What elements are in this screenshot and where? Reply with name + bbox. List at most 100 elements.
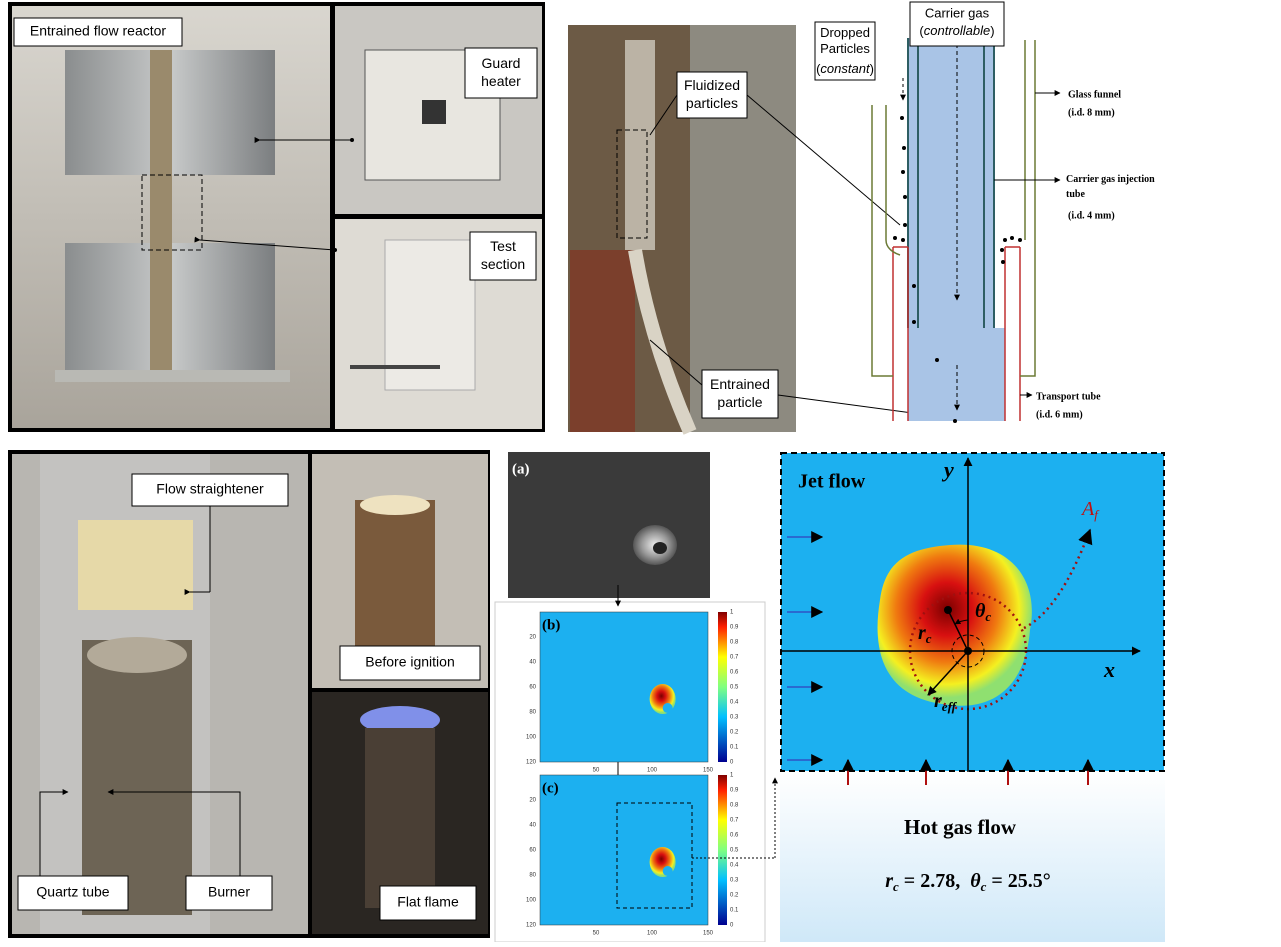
colorbar-tick-label: 0.7 [730, 818, 739, 824]
particle [902, 146, 906, 150]
label: Entrained flow reactor [30, 23, 167, 39]
label: Test section [470, 232, 536, 273]
colorbar-tick-label: 0.6 [730, 670, 739, 676]
particle [903, 223, 907, 227]
value: = 25.5° [986, 870, 1050, 892]
particle [1003, 238, 1007, 242]
symbol: θ [970, 870, 981, 892]
label: Before ignition [365, 654, 455, 670]
label: Glass funnel [1068, 89, 1121, 100]
photo-part [422, 100, 446, 124]
y-tick-label: 60 [529, 848, 536, 854]
symbol: A [1080, 498, 1095, 520]
photo-part [625, 40, 655, 250]
symbol: θ [975, 600, 986, 622]
label-wrap: Test section [470, 232, 536, 280]
particle [893, 236, 897, 240]
colorbar-tick-label: 0.9 [730, 788, 739, 794]
colorbar-tick-label: 0.3 [730, 715, 739, 721]
colorbar-tick-label: 0.1 [730, 908, 739, 914]
y-tick-label: 20 [529, 798, 536, 804]
colorbar-tick-label: 0.6 [730, 833, 739, 839]
label: Transport tube [1036, 391, 1101, 402]
particle [912, 284, 916, 288]
particle [1000, 248, 1004, 252]
subscript: eff [942, 699, 958, 714]
colorbar-tick-label: 0.2 [730, 893, 739, 899]
subscript: c [926, 631, 932, 646]
burner-panel: Flow straightener Quartz tube Burner Bef… [8, 450, 490, 938]
colorbar-tick-label: 0.1 [730, 745, 739, 751]
y-tick-label: 100 [526, 735, 537, 741]
x-tick-label: 150 [703, 768, 714, 774]
label-wrap: Fluidized particles [677, 72, 747, 118]
label: (constant) [816, 61, 874, 76]
label: Burner [208, 884, 250, 900]
colorbar-tick-label: 0.3 [730, 878, 739, 884]
y-tick-label: 120 [526, 760, 537, 766]
label: Flow straightener [156, 481, 264, 497]
step-label: (b) [542, 617, 560, 633]
label-note: constant [820, 61, 871, 76]
x-tick-label: 150 [703, 931, 714, 937]
raw-image [508, 452, 710, 598]
x-tick-label: 100 [647, 768, 658, 774]
particle [1018, 238, 1022, 242]
photo-part [87, 637, 187, 673]
particle [900, 116, 904, 120]
particle [1001, 260, 1005, 264]
hot-gas-region [780, 772, 1165, 942]
label: Jet flow [798, 471, 866, 493]
particle [901, 170, 905, 174]
page: {"reactor_panel": {"title": "Entrained f… [0, 0, 1281, 947]
photo-part [150, 50, 172, 375]
label: Carrier gas [925, 5, 990, 20]
label-wrap: Entrained particle [702, 370, 778, 418]
particle [903, 195, 907, 199]
x-tick-label: 50 [593, 768, 600, 774]
particle [901, 238, 905, 242]
label: Entrained particle [702, 370, 778, 411]
label: (controllable) [919, 23, 994, 38]
y-tick-label: 40 [529, 660, 536, 666]
colorbar-tick-label: 0.8 [730, 640, 739, 646]
colorbar-tick-label: 0.2 [730, 730, 739, 736]
label: (i.d. 8 mm) [1068, 107, 1115, 118]
heatmap-core [663, 703, 673, 713]
label: (i.d. 4 mm) [1068, 210, 1115, 221]
particle [935, 358, 939, 362]
colorbar-tick-label: 0.4 [730, 863, 739, 869]
photo-part [360, 495, 430, 515]
axis-label: x [1103, 657, 1115, 682]
photo-part [55, 370, 290, 382]
y-tick-label: 80 [529, 873, 536, 879]
y-tick-label: 120 [526, 923, 537, 929]
colorbar-tick-label: 0.4 [730, 700, 739, 706]
colorbar-tick-label: 0.5 [730, 685, 739, 691]
label-wrap: Dropped Particles [815, 22, 875, 62]
label: Quartz tube [36, 884, 109, 900]
label: Carrier gas injection tube [1066, 172, 1176, 202]
heatmap-core [663, 866, 673, 876]
label-wrap: Carrier gas injection tube [1066, 172, 1176, 206]
x-tick-label: 100 [647, 931, 658, 937]
colorbar [718, 612, 727, 762]
photo-part [570, 250, 635, 432]
y-tick-label: 80 [529, 710, 536, 716]
symbol: r [934, 690, 942, 712]
particle [912, 320, 916, 324]
symbol: r [918, 622, 926, 644]
photo-part [82, 640, 192, 915]
symbol: r [885, 870, 893, 892]
colorbar-tick-label: 0.7 [730, 655, 739, 661]
particle [953, 419, 957, 423]
y-tick-label: 40 [529, 823, 536, 829]
colorbar-tick-label: 0.8 [730, 803, 739, 809]
label: Dropped Particles [815, 22, 875, 57]
label: Guard heater [465, 48, 537, 90]
y-tick-label: 100 [526, 898, 537, 904]
heatmap [540, 612, 708, 762]
label-note: controllable [924, 23, 991, 38]
step-label: (c) [542, 780, 559, 796]
